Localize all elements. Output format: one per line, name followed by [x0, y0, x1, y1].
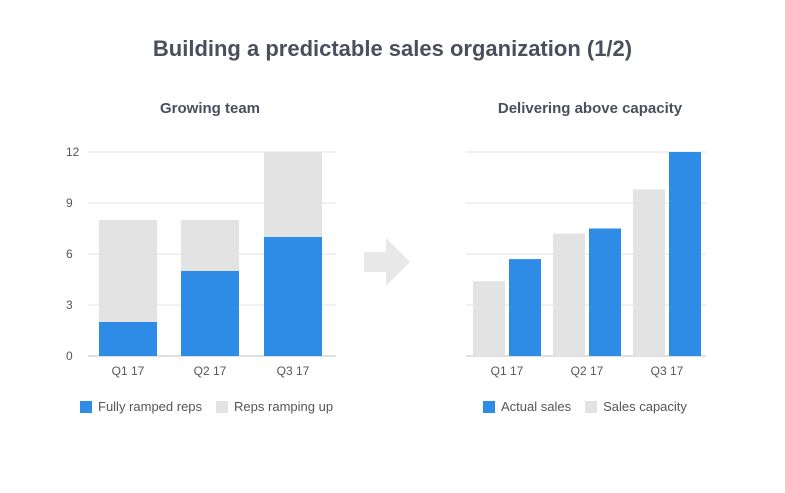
legend-item-actual-sales: Actual sales: [483, 399, 571, 414]
right-bar-actual-sales: [509, 259, 541, 356]
left-bar-ramping-up: [99, 220, 157, 322]
right-bar-sales-capacity: [473, 281, 505, 356]
left-chart-title: Growing team: [159, 100, 260, 117]
legend-label-ramping-up: Reps ramping up: [234, 399, 334, 414]
legend-swatch-sales-capacity: [585, 400, 598, 413]
left-y-tick-label: 6: [66, 247, 73, 261]
page-title: Building a predictable sales organizatio…: [152, 36, 633, 61]
left-y-tick-label: 12: [66, 145, 80, 159]
left-y-tick-label: 0: [66, 349, 73, 363]
left-x-tick-label: Q2 17: [194, 364, 227, 378]
legend-swatch-fully-ramped: [80, 400, 92, 413]
right-bar-sales-capacity: [633, 189, 665, 356]
legend-label-fully-ramped: Fully ramped reps: [98, 399, 203, 414]
right-chart-title: Delivering above capacity: [497, 100, 683, 117]
left-bar-ramping-up: [181, 220, 239, 271]
left-y-tick-label: 3: [66, 298, 73, 312]
right-x-tick-label: Q2 17: [571, 364, 604, 378]
left-x-tick-label: Q1 17: [112, 364, 145, 378]
left-x-tick-label: Q3 17: [277, 364, 310, 378]
left-y-tick-label: 9: [66, 196, 73, 210]
right-x-tick-label: Q1 17: [491, 364, 524, 378]
right-bar-sales-capacity: [553, 233, 585, 356]
right-bar-actual-sales: [589, 228, 621, 356]
left-bar-ramping-up: [264, 152, 322, 237]
legend-swatch-actual-sales: [483, 400, 495, 413]
legend-label-sales-capacity: Sales capacity: [603, 399, 687, 414]
right-x-tick-label: Q3 17: [651, 364, 684, 378]
left-bar-fully-ramped: [181, 271, 239, 356]
right-arrow-icon: [364, 238, 410, 286]
legend-item-fully-ramped: Fully ramped reps: [80, 399, 202, 414]
right-chart-legend: Actual sales Sales capacity: [483, 399, 701, 414]
legend-label-actual-sales: Actual sales: [501, 399, 572, 414]
left-chart-legend: Fully ramped reps Reps ramping up: [80, 399, 347, 414]
legend-item-ramping-up: Reps ramping up: [216, 399, 333, 414]
left-bar-fully-ramped: [264, 237, 322, 356]
right-bar-actual-sales: [669, 152, 701, 356]
left-bar-fully-ramped: [99, 322, 157, 356]
legend-swatch-ramping-up: [216, 400, 229, 413]
legend-item-sales-capacity: Sales capacity: [585, 399, 687, 414]
